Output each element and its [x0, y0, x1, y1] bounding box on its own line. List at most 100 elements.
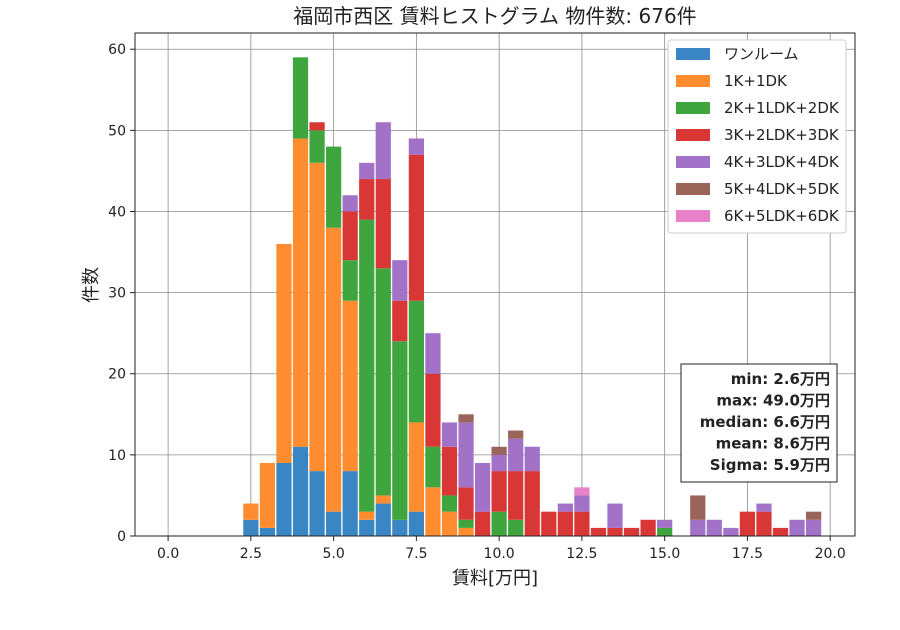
- bar-segment: [474, 511, 491, 536]
- bar-segment: [292, 57, 309, 139]
- legend-swatch: [676, 75, 710, 87]
- bar-segment: [408, 138, 424, 155]
- bar-segment: [789, 519, 805, 536]
- chart-title: 福岡市西区 賃料ヒストグラム 物件数: 676件: [293, 4, 696, 28]
- bar-segment: [243, 503, 259, 520]
- legend-label: 6K+5LDK+6DK: [724, 207, 840, 225]
- bar-segment: [657, 519, 673, 528]
- bar-segment: [309, 471, 325, 536]
- stats-line: mean: 8.6万円: [716, 435, 830, 453]
- bar-segment: [359, 162, 375, 180]
- bar-segment: [723, 527, 739, 536]
- x-tick-label: 17.5: [732, 546, 763, 562]
- stats-line: Sigma: 5.9万円: [710, 456, 830, 474]
- y-tick-label: 50: [108, 123, 126, 139]
- y-tick-label: 30: [108, 286, 126, 302]
- legend-box: [667, 39, 847, 234]
- bar-segment: [276, 462, 292, 536]
- bar-segment: [756, 503, 772, 512]
- bar-segment: [408, 154, 424, 301]
- bar-segment: [342, 260, 358, 301]
- bar-segment: [375, 495, 391, 504]
- bar-segment: [590, 527, 607, 536]
- bar-segment: [474, 462, 491, 512]
- bars: [243, 57, 822, 536]
- bar-segment: [441, 422, 458, 447]
- bar-segment: [623, 527, 640, 536]
- bar-segment: [756, 511, 772, 536]
- bar-segment: [408, 511, 424, 536]
- bar-segment: [441, 511, 458, 536]
- bar-segment: [491, 446, 507, 455]
- bar-segment: [408, 422, 424, 512]
- x-tick-label: 5.0: [322, 546, 344, 562]
- bar-segment: [458, 422, 474, 488]
- bar-segment: [359, 511, 375, 520]
- y-tick-label: 60: [108, 42, 126, 58]
- bar-segment: [706, 519, 722, 536]
- legend-swatch: [676, 183, 710, 195]
- bar-segment: [574, 495, 590, 512]
- bar-segment: [375, 122, 391, 180]
- legend-label: 3K+2LDK+3DK: [724, 126, 840, 144]
- x-axis-ticks: 0.0 2.5 5.0 7.5 10.0 12.5 15.0 17.5 20.0: [157, 536, 846, 562]
- bar-segment: [806, 519, 822, 536]
- bar-segment: [491, 454, 507, 472]
- bar-segment: [309, 122, 325, 131]
- x-tick-label: 7.5: [405, 546, 427, 562]
- bar-segment: [243, 519, 259, 536]
- stats-line: max: 49.0万円: [716, 392, 830, 410]
- legend-label: 2K+1LDK+2DK: [724, 99, 840, 117]
- bar-segment: [292, 446, 309, 536]
- bar-segment: [690, 519, 706, 536]
- bar-segment: [508, 430, 524, 439]
- bar-segment: [524, 446, 540, 472]
- x-tick-label: 2.5: [240, 546, 262, 562]
- bar-segment: [425, 373, 441, 447]
- x-tick-label: 0.0: [157, 546, 179, 562]
- bar-segment: [392, 300, 408, 342]
- bar-segment: [491, 471, 507, 512]
- x-tick-label: 15.0: [649, 546, 680, 562]
- bar-segment: [408, 300, 424, 423]
- legend-label: 4K+3LDK+4DK: [724, 153, 840, 171]
- y-axis-title: 件数: [81, 267, 102, 303]
- stats-frame: [680, 363, 838, 483]
- bar-segment: [359, 519, 375, 536]
- bar-segment: [425, 446, 441, 488]
- legend-swatch: [676, 129, 710, 141]
- stats-box: min: 2.6万円 max: 49.0万円 median: 6.6万円 mean: …: [680, 363, 838, 483]
- y-tick-label: 20: [108, 367, 126, 383]
- bar-segment: [441, 446, 458, 496]
- plot-frame: [134, 32, 856, 537]
- bar-segment: [326, 511, 342, 536]
- bar-segment: [772, 527, 789, 536]
- bar-segment: [259, 462, 276, 528]
- bar-segment: [309, 130, 325, 163]
- bar-segment: [458, 487, 474, 520]
- bar-segment: [508, 519, 524, 536]
- x-tick-label: 12.5: [566, 546, 597, 562]
- bar-segment: [541, 511, 557, 536]
- bar-segment: [342, 195, 358, 212]
- bar-segment: [259, 527, 276, 536]
- bar-segment: [425, 333, 441, 374]
- y-tick-label: 40: [108, 204, 126, 220]
- bar-segment: [276, 243, 292, 463]
- bar-segment: [392, 341, 408, 520]
- bar-segment: [524, 471, 540, 536]
- bar-segment: [326, 146, 342, 228]
- bar-segment: [806, 511, 822, 520]
- bar-segment: [326, 227, 342, 512]
- x-axis-title: 賃料[万円]: [452, 568, 538, 589]
- bar-segment: [375, 503, 391, 536]
- bar-segment: [739, 511, 756, 536]
- bar-segment: [375, 179, 391, 269]
- bar-segment: [359, 179, 375, 220]
- bar-segment: [425, 487, 441, 536]
- bar-segment: [309, 162, 325, 472]
- bar-segment: [607, 527, 623, 536]
- legend-label: 1K+1DK: [724, 72, 788, 90]
